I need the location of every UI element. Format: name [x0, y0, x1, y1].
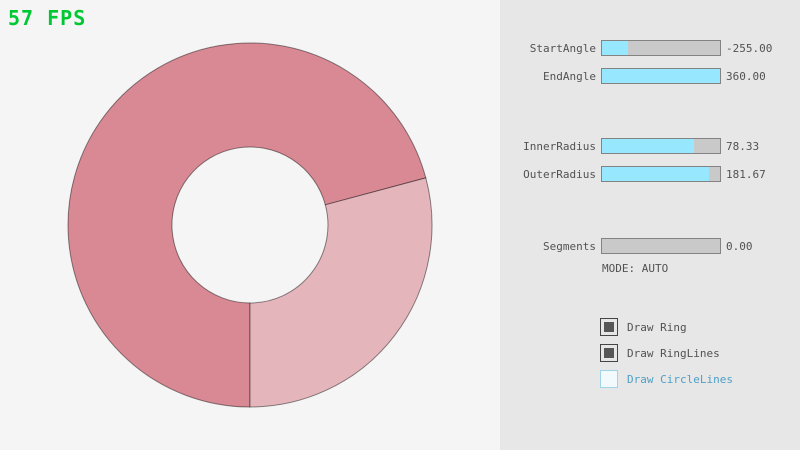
inner-radius-value: 78.33: [726, 139, 760, 153]
ring-sector-single: [249, 177, 433, 408]
ring-graphic: [67, 42, 433, 408]
ring-sector-overlap: [67, 42, 427, 408]
checkmark-icon: [604, 348, 614, 358]
draw-ringlines-checkbox[interactable]: [600, 344, 618, 362]
start-angle-label: StartAngle: [529, 41, 596, 55]
inner-radius-row: InnerRadius 78.33: [500, 138, 800, 154]
draw-circlelines-checkbox[interactable]: [600, 370, 618, 388]
segments-value: 0.00: [726, 239, 753, 253]
end-angle-row: EndAngle 360.00: [500, 68, 800, 84]
end-angle-slider[interactable]: [601, 68, 721, 84]
controls-panel: StartAngle -255.00 EndAngle 360.00 Inner…: [500, 0, 800, 450]
inner-radius-slider[interactable]: [601, 138, 721, 154]
segments-label: Segments: [543, 239, 596, 253]
checkbox-row-draw-ringlines[interactable]: Draw RingLines: [600, 344, 720, 362]
segments-row: Segments 0.00: [500, 238, 800, 254]
checkbox-row-draw-ring[interactable]: Draw Ring: [600, 318, 687, 336]
drawing-canvas: 57 FPS: [8, 6, 433, 408]
draw-ring-checkbox[interactable]: [600, 318, 618, 336]
outer-radius-label: OuterRadius: [523, 167, 596, 181]
outer-radius-slider-fill: [602, 167, 710, 181]
checkmark-icon: [604, 322, 614, 332]
mode-label: MODE: AUTO: [602, 262, 669, 275]
inner-radius-label: InnerRadius: [523, 139, 596, 153]
outer-radius-row: OuterRadius 181.67: [500, 166, 800, 182]
outer-radius-slider[interactable]: [601, 166, 721, 182]
end-angle-label: EndAngle: [543, 69, 596, 83]
draw-ringlines-label: Draw RingLines: [627, 346, 720, 360]
start-angle-row: StartAngle -255.00: [500, 40, 800, 56]
start-angle-slider[interactable]: [601, 40, 721, 56]
fps-counter: 57 FPS: [8, 6, 87, 30]
end-angle-value: 360.00: [726, 69, 766, 83]
checkbox-row-draw-circlelines[interactable]: Draw CircleLines: [600, 370, 733, 388]
start-angle-value: -255.00: [726, 41, 773, 55]
start-angle-slider-fill: [602, 41, 628, 55]
inner-radius-slider-fill: [602, 139, 695, 153]
segments-slider[interactable]: [601, 238, 721, 254]
outer-radius-value: 181.67: [726, 167, 766, 181]
end-angle-slider-fill: [602, 69, 720, 83]
draw-ring-label: Draw Ring: [627, 320, 687, 334]
draw-circlelines-label: Draw CircleLines: [627, 372, 733, 386]
